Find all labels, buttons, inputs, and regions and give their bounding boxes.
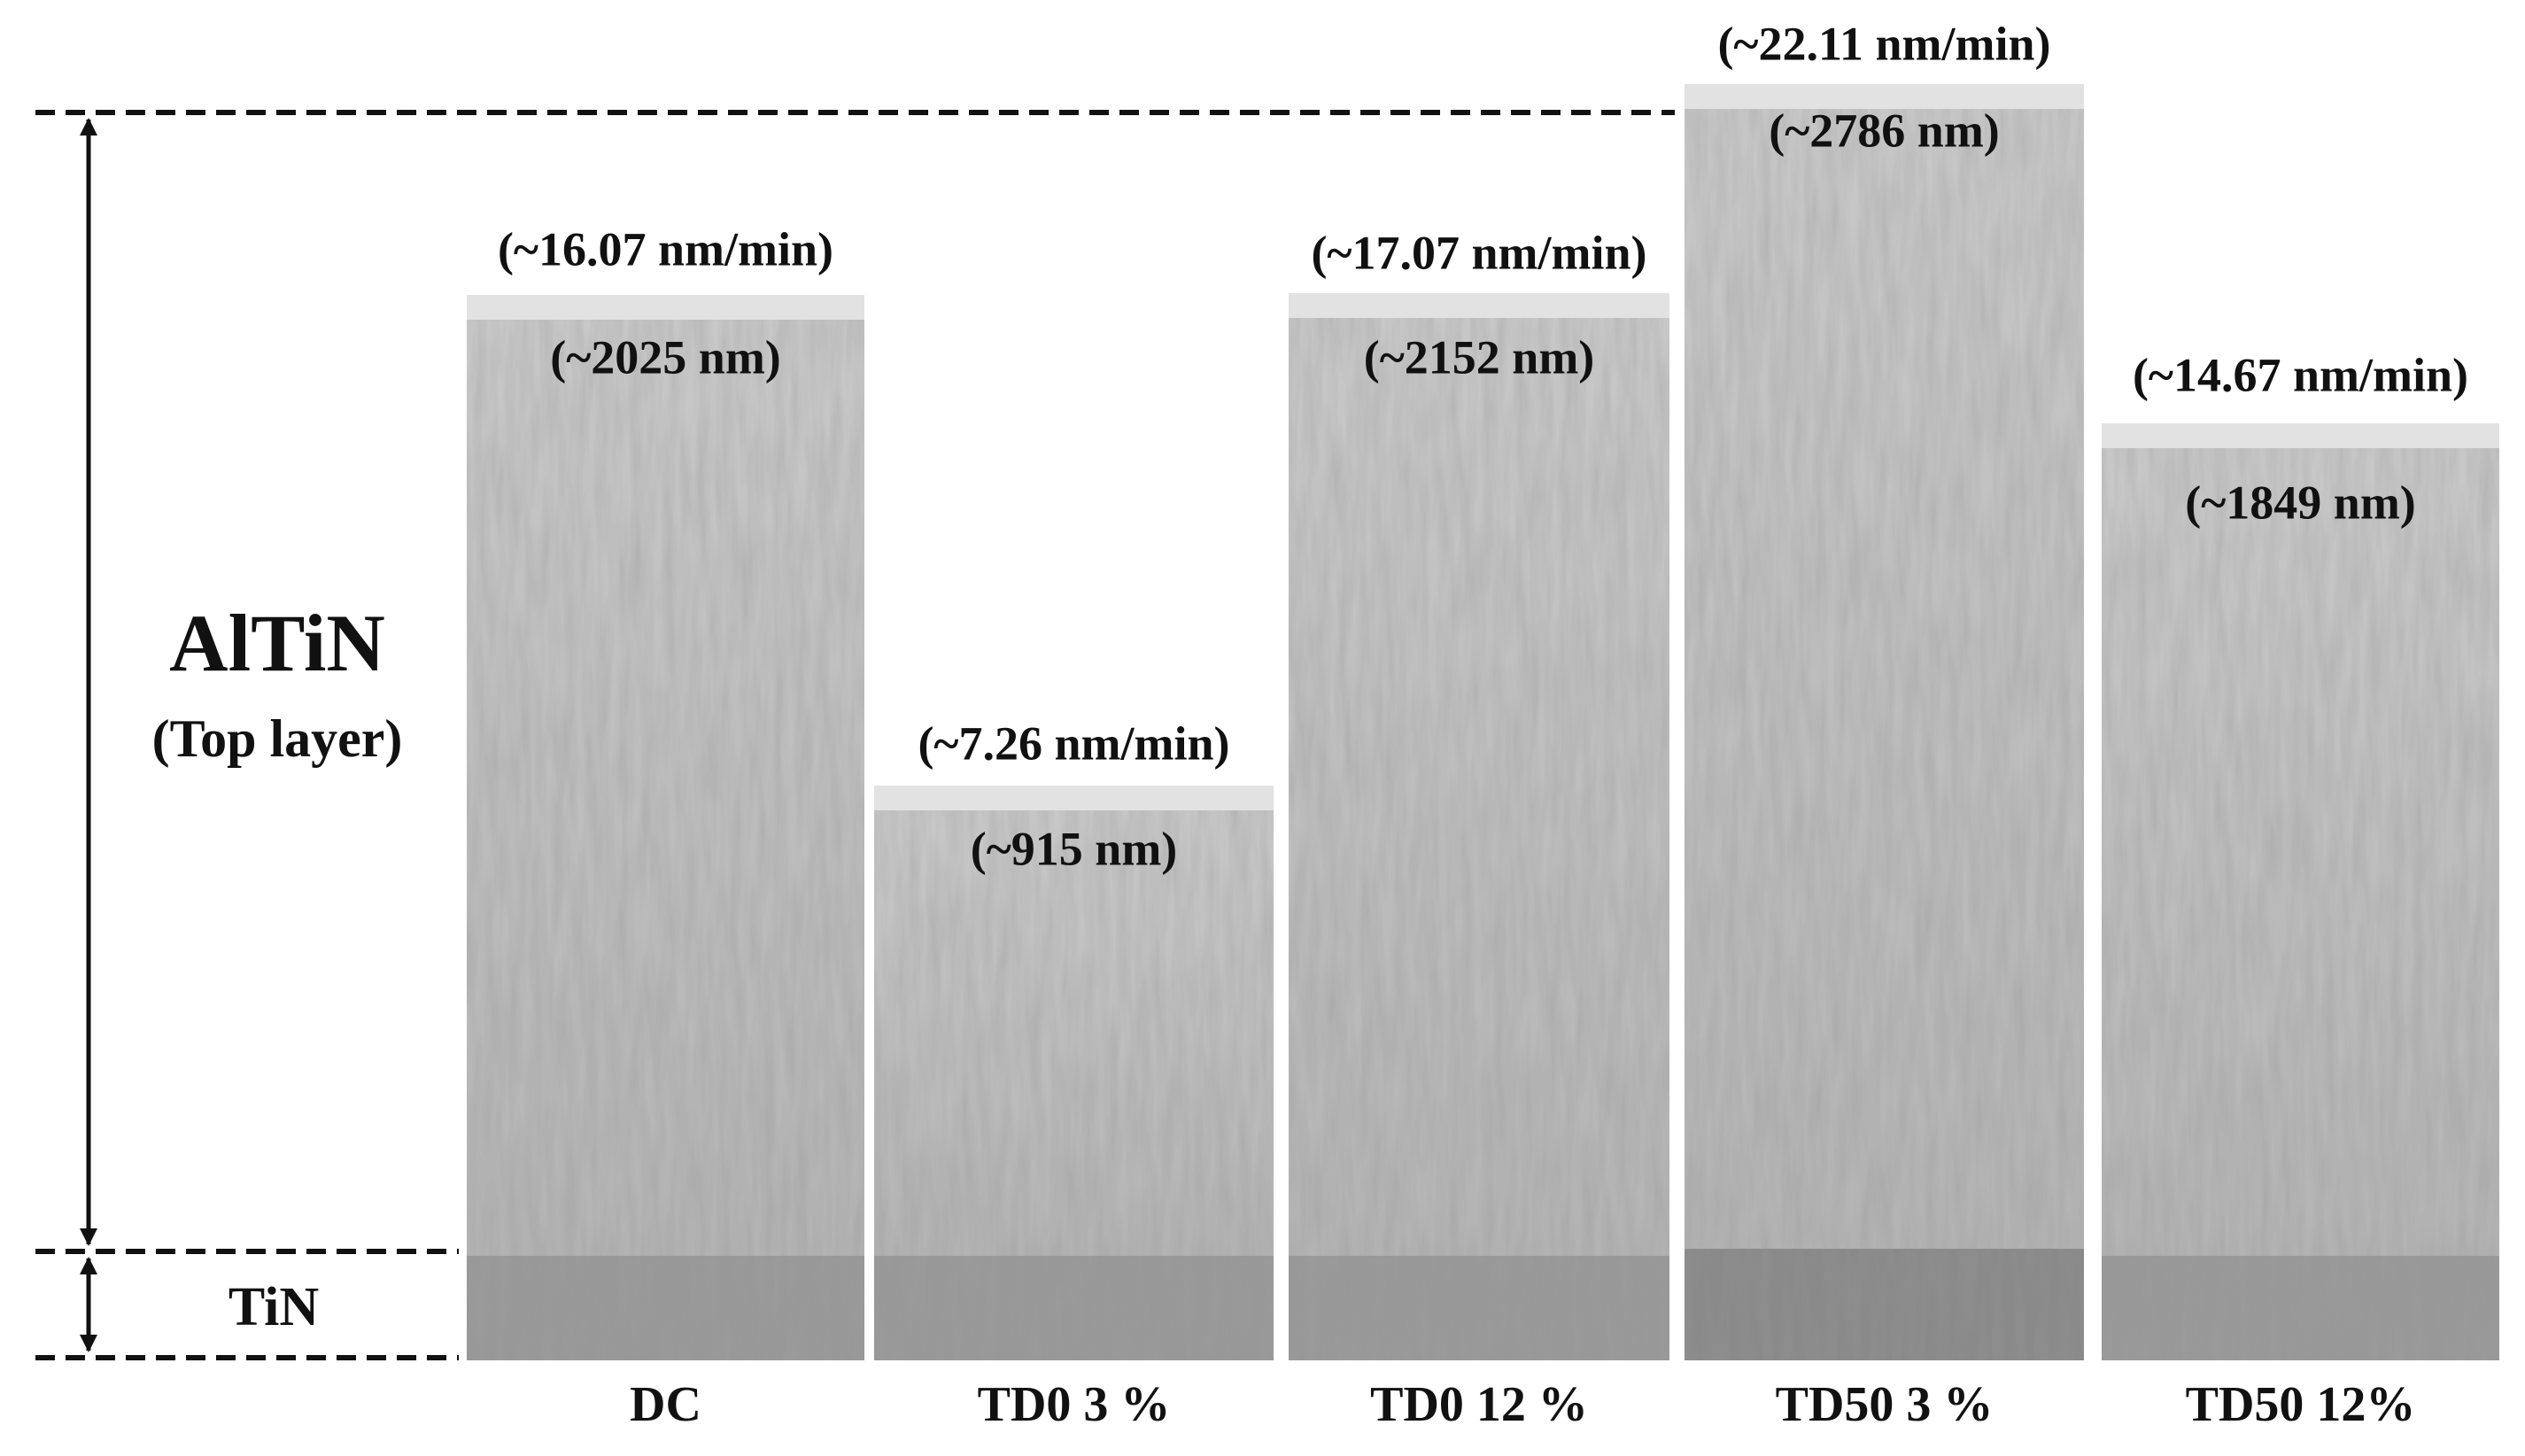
sample-label: DC — [630, 1377, 701, 1432]
deposition-rate: (~16.07 nm/min) — [498, 222, 833, 275]
sample-label: TD0 3 % — [978, 1377, 1171, 1432]
thickness: (~2786 nm) — [1769, 104, 2000, 157]
tem-tin — [874, 1256, 1274, 1360]
tem-film — [874, 786, 1274, 1256]
sample-label: TD50 12% — [2186, 1377, 2416, 1432]
tem-film — [2102, 423, 2499, 1256]
tem-surface — [874, 786, 1274, 810]
thickness: (~915 nm) — [971, 822, 1178, 875]
sample-label: TD0 12 % — [1370, 1377, 1588, 1432]
tem-surface — [467, 295, 864, 320]
thickness: (~2025 nm) — [550, 330, 781, 383]
thickness: (~1849 nm) — [2185, 476, 2416, 529]
tem-tin — [1289, 1256, 1669, 1360]
top-layer-label: (Top layer) — [152, 709, 403, 768]
tem-surface — [1289, 293, 1669, 318]
tem-film — [467, 295, 864, 1256]
altin-label: AlTiN — [169, 598, 385, 688]
tem-surface — [2102, 423, 2499, 448]
deposition-rate: (~17.07 nm/min) — [1311, 226, 1646, 279]
tem-tin — [1685, 1249, 2084, 1360]
thickness: (~2152 nm) — [1364, 330, 1595, 383]
tem-film — [1685, 84, 2084, 1249]
sample-label: TD50 3 % — [1776, 1377, 1994, 1432]
deposition-rate: (~22.11 nm/min) — [1717, 17, 2050, 70]
tem-tin — [467, 1256, 864, 1360]
tin-label: TiN — [228, 1277, 319, 1337]
tem-film — [1289, 293, 1669, 1256]
tem-tin — [2102, 1256, 2499, 1360]
panels — [467, 84, 2499, 1360]
tem-surface — [1685, 84, 2084, 109]
deposition-rate: (~14.67 nm/min) — [2133, 348, 2468, 401]
deposition-rate: (~7.26 nm/min) — [918, 716, 1229, 770]
